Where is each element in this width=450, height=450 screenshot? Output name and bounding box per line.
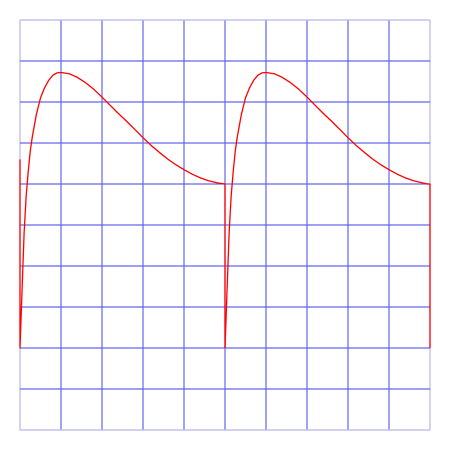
series-line — [224, 71, 431, 349]
series-layer — [19, 71, 431, 349]
series-line — [19, 71, 226, 349]
